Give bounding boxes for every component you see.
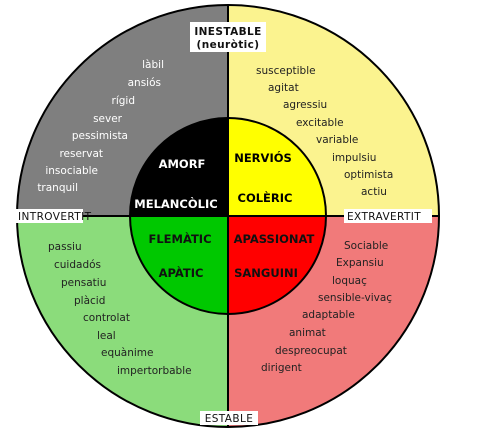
core-label-nervios: NERVIÓS <box>234 150 292 165</box>
core-label-amorf: AMORF <box>159 157 206 171</box>
trait-sever: sever <box>93 113 123 125</box>
trait-controlat: controlat <box>83 312 130 324</box>
trait-passiu: passiu <box>48 241 82 253</box>
inner-quadrant-red <box>228 216 326 314</box>
trait-pensatiu: pensatiu <box>61 277 106 289</box>
core-label-apassionat: APASSIONAT <box>234 232 315 246</box>
trait-leal: leal <box>97 330 116 342</box>
trait-equanime: equànime <box>101 347 153 359</box>
axis-label-stable: ESTABLE <box>205 413 254 425</box>
axis-label-extravert: EXTRAVERTIT <box>347 211 421 223</box>
trait-impulsiu: impulsiu <box>332 152 376 164</box>
core-label-coleric: COLÈRIC <box>238 190 293 205</box>
axis-label-introvert: INTROVERTIT <box>18 211 92 223</box>
trait-ansios: ansiós <box>128 77 161 89</box>
trait-impertorbable: impertorbable <box>117 365 192 377</box>
inner-quadrant-black <box>130 118 228 216</box>
traits-stable-extravert: Sociable Expansiu loquaç sensible-vivaç … <box>261 240 392 374</box>
trait-susceptible: susceptible <box>256 65 316 77</box>
inner-quadrant-yellow <box>228 118 326 216</box>
trait-labil: làbil <box>142 59 164 71</box>
axis-label-bg-left <box>15 209 83 223</box>
traits-unstable-introvert: làbil ansiós rígid sever pessimista rese… <box>37 59 164 194</box>
trait-optimista: optimista <box>344 169 393 181</box>
trait-dirigent: dirigent <box>261 362 302 374</box>
trait-placid: plàcid <box>74 295 105 307</box>
axis-label-bg-right <box>344 209 432 223</box>
trait-reservat: reservat <box>59 148 103 160</box>
trait-sociable: Sociable <box>344 240 388 252</box>
axis-label-unstable: INESTABLE <box>194 26 261 38</box>
axis-label-neurotic: (neuròtic) <box>197 39 260 51</box>
trait-pessimista: pessimista <box>72 130 128 142</box>
axis-label-bg-bottom <box>200 411 258 425</box>
inner-quadrant-green <box>130 216 228 314</box>
trait-actiu: actiu <box>361 186 387 198</box>
trait-variable: variable <box>316 134 358 146</box>
trait-animat: animat <box>289 327 326 339</box>
trait-excitable: excitable <box>296 117 344 129</box>
trait-expansiu: Expansiu <box>336 257 384 269</box>
traits-stable-introvert: passiu cuidadós pensatiu plàcid controla… <box>48 241 192 377</box>
core-label-melancolic: MELANCÒLIC <box>134 196 217 211</box>
core-label-sanguini: SANGUINI <box>234 266 298 280</box>
trait-cuidados: cuidadós <box>54 259 101 271</box>
trait-loquac: loquaç <box>332 275 367 287</box>
trait-sensible-vivac: sensible-vivaç <box>318 292 392 304</box>
trait-agitat: agitat <box>268 82 299 94</box>
trait-rigid: rígid <box>112 95 135 107</box>
trait-insociable: insociable <box>45 165 98 177</box>
traits-unstable-extravert: susceptible agitat agressiu excitable va… <box>256 65 393 198</box>
trait-adaptable: adaptable <box>302 309 355 321</box>
trait-agressiu: agressiu <box>283 99 327 111</box>
trait-despreocupat: despreocupat <box>275 345 347 357</box>
trait-tranquil: tranquil <box>37 182 78 194</box>
core-label-flematic: FLEMÀTIC <box>148 231 211 246</box>
core-label-apatic: APÀTIC <box>159 265 204 280</box>
axis-label-bg-top <box>190 22 266 52</box>
